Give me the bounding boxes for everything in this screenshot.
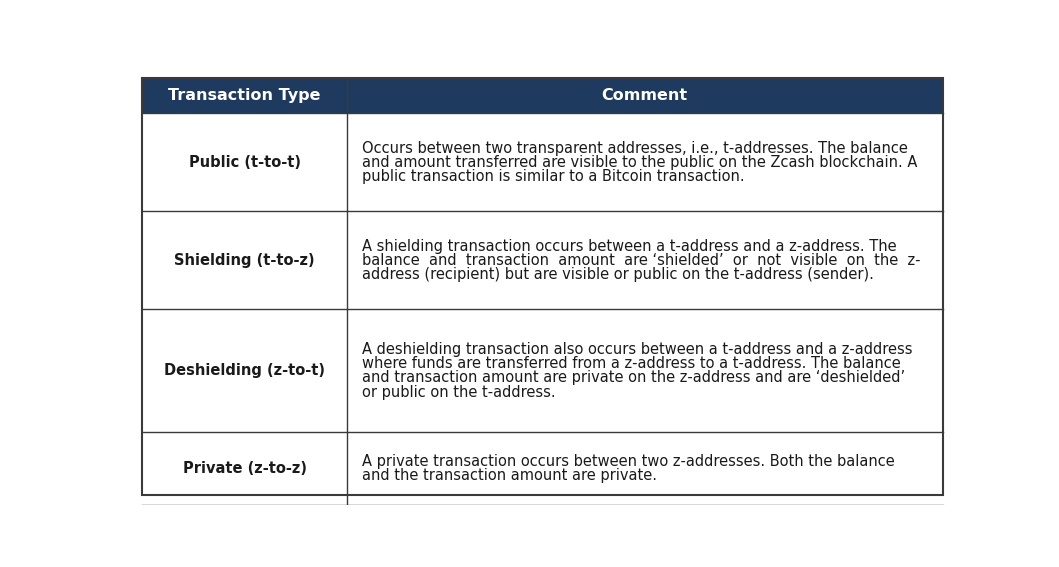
Bar — [346, 113, 943, 211]
Text: public transaction is similar to a Bitcoin transaction.: public transaction is similar to a Bitco… — [362, 169, 744, 184]
Bar — [346, 432, 943, 505]
Text: and the transaction amount are private.: and the transaction amount are private. — [362, 468, 657, 483]
Text: A private transaction occurs between two z-addresses. Both the balance: A private transaction occurs between two… — [362, 454, 895, 469]
Text: Deshielding (z-to-t): Deshielding (z-to-t) — [164, 363, 325, 378]
Bar — [143, 113, 346, 211]
Text: address (recipient) but are visible or public on the t-address (sender).: address (recipient) but are visible or p… — [362, 267, 874, 282]
Text: balance  and  transaction  amount  are ‘shielded’  or  not  visible  on  the  z-: balance and transaction amount are ‘shie… — [362, 253, 920, 268]
Text: or public on the t-address.: or public on the t-address. — [362, 384, 556, 400]
Bar — [143, 309, 346, 432]
Text: and amount transferred are visible to the public on the Zcash blockchain. A: and amount transferred are visible to th… — [362, 155, 917, 170]
Text: Transaction Type: Transaction Type — [168, 88, 321, 103]
Bar — [346, 309, 943, 432]
Text: A deshielding transaction also occurs between a t-address and a z-address: A deshielding transaction also occurs be… — [362, 342, 913, 357]
Bar — [143, 432, 346, 505]
Text: Public (t-to-t): Public (t-to-t) — [189, 155, 301, 170]
Text: where funds are transferred from a z-address to a t-address. The balance: where funds are transferred from a z-add… — [362, 356, 901, 371]
Text: Comment: Comment — [602, 88, 688, 103]
Text: A shielding transaction occurs between a t-address and a z-address. The: A shielding transaction occurs between a… — [362, 239, 897, 253]
Bar — [346, 211, 943, 309]
Text: Shielding (t-to-z): Shielding (t-to-z) — [175, 253, 315, 268]
Text: Occurs between two transparent addresses, i.e., t-addresses. The balance: Occurs between two transparent addresses… — [362, 141, 908, 156]
Text: and transaction amount are private on the z-address and are ‘deshielded’: and transaction amount are private on th… — [362, 370, 905, 386]
Bar — [143, 78, 943, 113]
Bar — [143, 211, 346, 309]
Text: Private (z-to-z): Private (z-to-z) — [182, 461, 306, 476]
